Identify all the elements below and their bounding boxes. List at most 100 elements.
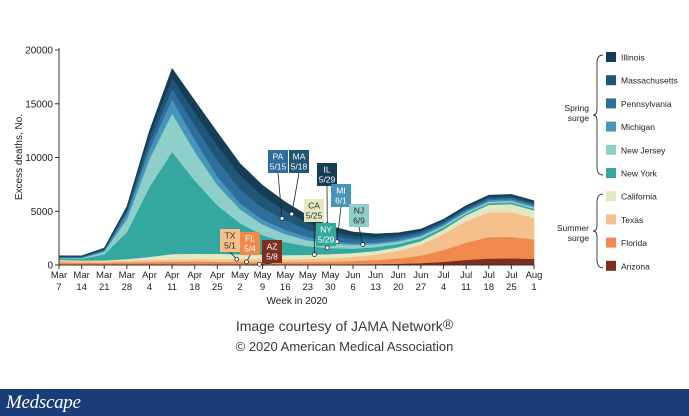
x-axis: Mar7Mar14Mar21Mar28Apr4Apr11Apr18Apr25Ma… <box>51 264 543 293</box>
footer-bar: Medscape <box>0 389 689 416</box>
annotation-box <box>289 150 309 173</box>
x-tick-label-day: 25 <box>212 282 223 293</box>
legend-swatch-florida <box>606 237 616 248</box>
x-tick-label-month: Apr <box>187 270 202 281</box>
annotation-leader <box>291 172 300 215</box>
y-tick-label: 10000 <box>25 153 53 164</box>
annotation-label: FL <box>245 234 255 244</box>
annotation-label: 5/4 <box>244 244 256 254</box>
annotation-label: TX <box>225 231 236 241</box>
annotation-tx: TX5/1 <box>220 229 240 262</box>
legend: Illinois Massachusetts Pennsylvania Michiga… <box>557 52 678 271</box>
x-tick-label-day: 11 <box>461 282 471 293</box>
x-tick-label-month: May <box>254 270 272 281</box>
annotation-ma: MA5/18 <box>289 150 309 217</box>
x-tick-label-month: Jul <box>460 270 472 281</box>
annotation-fl: FL5/4 <box>240 232 260 265</box>
annotation-label: PA <box>273 152 284 162</box>
legend-label-new-jersey: New Jersey <box>621 145 666 155</box>
annotation-marker <box>324 245 330 251</box>
x-tick-label-month: Jul <box>437 270 449 281</box>
annotation-label: MA <box>293 152 306 162</box>
annotation-label: AZ <box>267 242 278 252</box>
credit-text: Image courtesy of JAMA Network <box>235 318 443 334</box>
series-illinois <box>58 67 535 257</box>
annotation-leader <box>277 172 283 219</box>
x-tick-label-day: 23 <box>303 282 314 293</box>
annotation-box <box>331 184 351 207</box>
y-tick-label: 5000 <box>31 207 54 218</box>
image-credit: Image courtesy of JAMA Network® <box>0 316 689 334</box>
annotation-box <box>268 150 288 173</box>
x-tick-label-day: 13 <box>370 282 381 293</box>
y-axis-label: Excess deaths, No. <box>14 114 25 200</box>
x-axis-label: Week in 2020 <box>267 296 328 307</box>
annotation-leader <box>336 206 342 242</box>
annotation-box <box>316 223 336 246</box>
x-tick-label-month: Mar <box>73 270 89 281</box>
legend-label-pennsylvania: Pennsylvania <box>621 99 672 109</box>
annotation-label: 5/29 <box>318 235 335 245</box>
registered-mark: ® <box>442 316 454 332</box>
legend-swatch-new-york <box>606 168 616 178</box>
annotation-pa: PA5/15 <box>268 150 288 221</box>
annotation-marker <box>234 256 240 262</box>
copyright-notice: © 2020 American Medical Association <box>235 339 454 354</box>
x-tick-label-month: Jun <box>345 270 360 281</box>
legend-swatch-california <box>606 191 616 202</box>
x-tick-label-month: Apr <box>142 270 157 281</box>
x-tick-label-day: 21 <box>99 282 110 293</box>
annotation-label: 6/9 <box>353 216 365 226</box>
x-tick-label-day: 9 <box>260 282 265 293</box>
legend-label-massachusetts: Massachusetts <box>621 76 678 86</box>
annotation-ca: CA5/25 <box>304 199 324 258</box>
legend-label-texas: Texas <box>621 215 643 225</box>
annotation-label: 5/15 <box>270 162 287 172</box>
legend-brace-spring <box>592 54 604 176</box>
legend-swatch-michigan <box>606 121 616 132</box>
x-tick-label-month: May <box>276 270 294 281</box>
stacked-areas <box>58 67 535 266</box>
x-tick-label-day: 4 <box>147 282 152 293</box>
legend-group-label: Summer <box>557 223 589 233</box>
x-tick-label-month: May <box>299 270 317 281</box>
x-tick-label-day: 18 <box>189 282 200 293</box>
legend-swatch-pennsylvania <box>606 98 616 109</box>
x-tick-label-day: 18 <box>483 282 494 293</box>
x-tick-label-day: 28 <box>122 282 133 293</box>
annotation-label: IL <box>323 165 330 175</box>
x-tick-label-month: Mar <box>96 270 112 281</box>
annotation-marker <box>244 259 249 265</box>
x-tick-label-month: Aug <box>526 270 543 281</box>
x-tick-label-month: Jul <box>483 270 495 281</box>
annotation-marker <box>311 252 317 258</box>
annotation-box <box>240 232 260 255</box>
legend-label-michigan: Michigan <box>621 122 655 132</box>
annotation-label: 5/29 <box>319 175 336 185</box>
legend-label-california: California <box>621 192 657 202</box>
legend-brace-summer <box>592 193 604 269</box>
medscape-logo: Medscape <box>6 392 81 413</box>
x-tick-label-day: 2 <box>237 282 242 293</box>
annotation-label: CA <box>308 201 320 211</box>
annotation-il: IL5/29 <box>317 163 337 228</box>
x-tick-label-day: 11 <box>167 282 177 293</box>
annotation-nj: NJ6/9 <box>349 204 369 247</box>
x-tick-label-day: 6 <box>350 282 355 293</box>
x-tick-label-month: Mar <box>119 270 135 281</box>
annotation-label: 5/25 <box>306 211 323 221</box>
y-tick-label: 20000 <box>25 46 53 57</box>
x-tick-label-month: Jun <box>391 270 406 281</box>
x-tick-label-day: 20 <box>393 282 404 293</box>
annotation-mi: MI6/1 <box>331 184 351 245</box>
annotation-label: NJ <box>354 206 364 216</box>
x-tick-label-month: May <box>231 270 249 281</box>
legend-label-florida: Florida <box>621 238 647 248</box>
x-tick-label-day: 25 <box>506 282 517 293</box>
x-tick-label-day: 4 <box>441 282 446 293</box>
legend-group-label: Spring <box>564 103 589 113</box>
y-tick-label: 15000 <box>25 99 53 110</box>
annotation-label: 5/8 <box>266 252 278 262</box>
annotation-marker <box>257 261 262 267</box>
